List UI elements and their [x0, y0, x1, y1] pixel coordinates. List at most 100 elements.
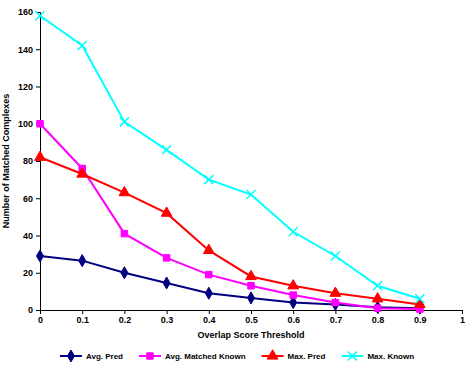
marker — [77, 168, 88, 177]
marker — [332, 298, 339, 310]
y-tick: 60 — [23, 194, 40, 204]
legend-label: Max. Pred — [288, 352, 326, 361]
y-tick-label: 20 — [23, 268, 33, 278]
x-tick-label: 0.4 — [203, 315, 216, 325]
x-tick: 0.6 — [287, 310, 300, 325]
plot: 0 0.1 0.2 0.3 0.4 0.5 0.6 0.7 0.8 0.9 1 0 20 40 60 80 10… — [18, 7, 465, 325]
x-tick-label: 1 — [460, 315, 465, 325]
x-tick-label: 0.8 — [372, 315, 385, 325]
marker — [121, 267, 128, 279]
legend-item: Avg. Matched Known — [139, 352, 246, 361]
x-tick: 0.4 — [203, 310, 216, 325]
marker — [203, 244, 214, 253]
x-tick-label: 0.9 — [414, 315, 427, 325]
y-tick-label: 120 — [18, 82, 33, 92]
marker — [372, 293, 383, 302]
x-tick: 0.2 — [119, 310, 132, 325]
legend-item: Max. Pred — [262, 350, 326, 361]
marker — [37, 121, 43, 127]
marker — [163, 277, 170, 289]
marker — [330, 287, 341, 296]
marker — [373, 281, 382, 290]
legend-item: Avg. Pred — [60, 350, 123, 362]
legend-label: Avg. Matched Known — [165, 352, 246, 361]
marker — [120, 117, 129, 126]
x-axis: 0 0.1 0.2 0.3 0.4 0.5 0.6 0.7 0.8 0.9 1 — [38, 310, 465, 325]
marker — [205, 287, 212, 299]
y-tick-mark — [36, 87, 40, 88]
y-tick: 140 — [18, 45, 40, 55]
marker — [374, 301, 381, 313]
x-tick: 1 — [460, 310, 465, 325]
x-tick-mark — [462, 310, 463, 314]
marker — [247, 190, 256, 199]
marker — [289, 227, 298, 236]
marker — [163, 255, 169, 261]
x-tick-label: 0 — [38, 315, 43, 325]
y-tick-mark — [36, 310, 40, 311]
y-tick-mark — [36, 198, 40, 199]
legend-marker — [348, 352, 357, 361]
marker — [374, 305, 380, 311]
marker — [121, 230, 127, 236]
y-tick: 40 — [23, 231, 40, 241]
y-tick: 20 — [23, 268, 40, 278]
marker — [415, 294, 424, 303]
marker — [79, 255, 86, 267]
marker — [35, 151, 46, 160]
y-axis-title: Number of Matched Complexes — [1, 94, 11, 229]
x-tick: 0 — [38, 310, 43, 325]
legend: Avg. Pred Avg. Matched Known Max. Pred Max.… — [60, 350, 414, 362]
series-line — [40, 16, 420, 299]
legend-marker — [267, 350, 278, 359]
x-tick-mark — [82, 310, 83, 314]
marker — [161, 207, 172, 216]
marker — [37, 250, 44, 262]
x-tick-mark — [251, 310, 252, 314]
y-tick: 120 — [18, 82, 40, 92]
x-tick: 0.7 — [330, 310, 343, 325]
series-line — [40, 124, 420, 309]
y-tick-label: 0 — [28, 305, 33, 315]
x-tick: 0.5 — [245, 310, 258, 325]
marker — [36, 11, 45, 20]
y-tick-mark — [36, 273, 40, 274]
marker — [332, 299, 338, 305]
marker — [248, 283, 254, 289]
marker — [206, 271, 212, 277]
marker — [331, 251, 340, 260]
legend-label: Avg. Pred — [86, 352, 123, 361]
y-tick-label: 40 — [23, 231, 33, 241]
chart: 0 0.1 0.2 0.3 0.4 0.5 0.6 0.7 0.8 0.9 1 0 20 40 60 80 10… — [0, 0, 474, 372]
legend-marker — [67, 350, 74, 362]
x-tick-label: 0.5 — [245, 315, 258, 325]
marker — [248, 292, 255, 304]
marker — [162, 145, 171, 154]
y-tick-label: 80 — [23, 156, 33, 166]
x-tick-label: 0.2 — [119, 315, 132, 325]
x-tick-label: 0.6 — [287, 315, 300, 325]
marker — [246, 270, 257, 279]
x-axis-line — [41, 311, 463, 315]
marker — [119, 186, 130, 195]
x-tick-mark — [167, 310, 168, 314]
marker — [290, 292, 296, 298]
y-tick-label: 60 — [23, 194, 33, 204]
legend-label: Max. Known — [367, 352, 414, 361]
x-tick: 0.1 — [76, 310, 89, 325]
legend-marker — [147, 353, 153, 359]
x-tick-label: 0.3 — [161, 315, 174, 325]
x-tick: 0.3 — [161, 310, 174, 325]
y-tick-label: 140 — [18, 45, 33, 55]
y-axis: 0 20 40 60 80 100 120 140 160 — [18, 7, 41, 315]
y-tick-label: 100 — [18, 119, 33, 129]
y-tick: 0 — [28, 305, 40, 315]
y-axis-line — [36, 13, 41, 311]
legend-item: Max. Known — [341, 352, 414, 362]
x-axis-title: Overlap Score Threshold — [197, 330, 304, 340]
x-tick-label: 0.1 — [76, 315, 89, 325]
y-tick-mark — [36, 49, 40, 50]
marker — [288, 280, 299, 289]
series-group — [35, 11, 426, 314]
y-tick-label: 160 — [18, 7, 33, 17]
